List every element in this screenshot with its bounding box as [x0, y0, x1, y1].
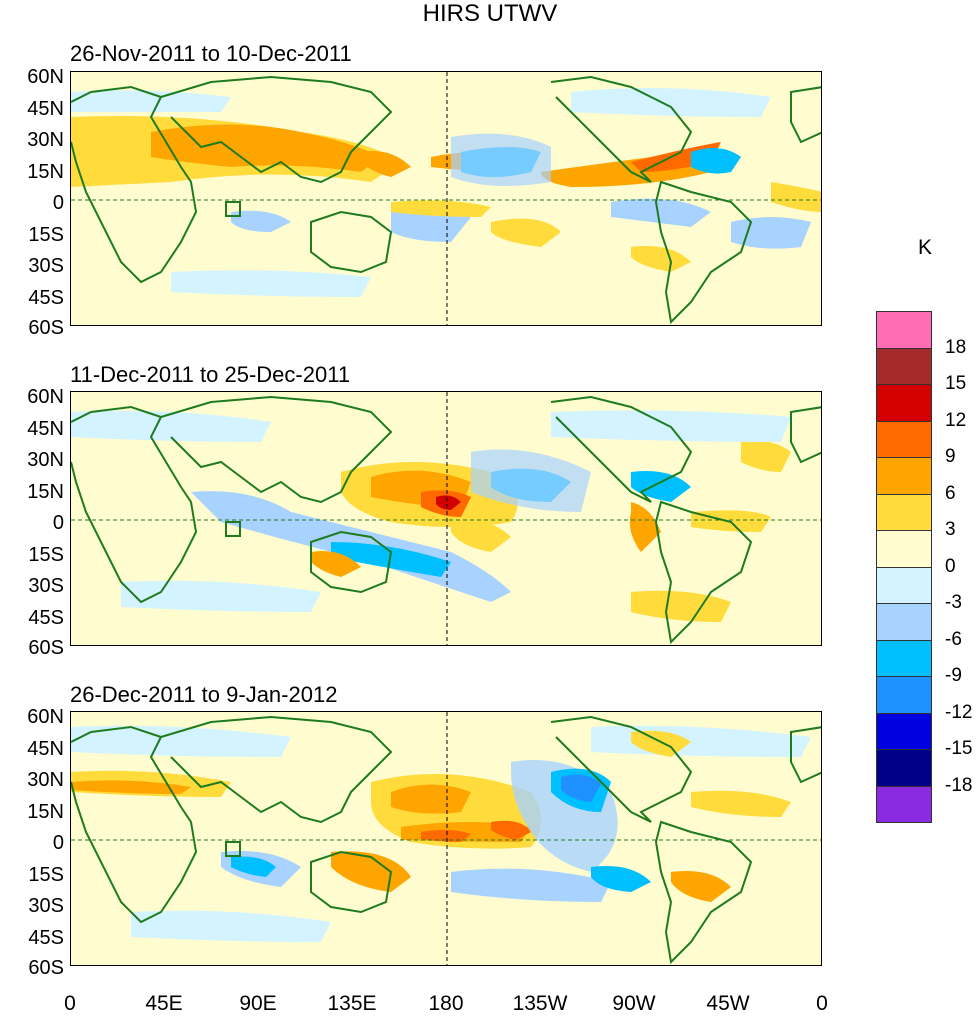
figure-title: HIRS UTWV — [422, 0, 558, 27]
anomaly-contours — [71, 88, 821, 297]
colorbar-swatch — [876, 311, 932, 349]
lon-label-0: 0 — [64, 992, 76, 1015]
lat-label-30n: 30N — [27, 449, 64, 471]
lat-label-0: 0 — [52, 832, 64, 854]
colorbar-swatch — [876, 785, 932, 823]
lon-label-90w: 90W — [612, 992, 656, 1015]
lat-label-15s: 15S — [28, 544, 64, 566]
map-panel-3-field — [71, 712, 821, 965]
lat-label-30n: 30N — [27, 769, 64, 791]
lat-label-15n: 15N — [27, 481, 64, 503]
colorbar-unit: K — [918, 236, 933, 259]
colorbar-label: 3 — [945, 519, 956, 540]
lat-label-0: 0 — [52, 192, 64, 214]
colorbar-swatch — [876, 712, 932, 750]
lat-label-45n: 45N — [27, 418, 64, 440]
lon-label-180: 180 — [428, 992, 464, 1015]
lat-label-30s: 30S — [28, 895, 64, 917]
lat-label-15s: 15S — [28, 864, 64, 886]
colorbar-swatch — [876, 384, 932, 422]
colorbar-swatch — [876, 493, 932, 531]
colorbar-swatch — [876, 457, 932, 495]
lon-label-90e: 90E — [239, 992, 277, 1015]
map-panel-2 — [70, 391, 822, 646]
colorbar-swatch — [876, 420, 932, 458]
lat-label-60n: 60N — [27, 386, 64, 408]
lat-label-15n: 15N — [27, 801, 64, 823]
colorbar-label: 9 — [945, 446, 956, 467]
colorbar-label: 15 — [945, 373, 967, 394]
lon-label-135e: 135E — [327, 992, 377, 1015]
lat-label-45s: 45S — [28, 607, 64, 629]
coastlines — [71, 715, 821, 965]
map-panel-1 — [70, 71, 822, 326]
colorbar-swatch — [876, 639, 932, 677]
coastlines — [71, 395, 821, 645]
anomaly-contours — [71, 725, 811, 942]
colorbar-swatch — [876, 603, 932, 641]
map-panel-1-field — [71, 72, 821, 325]
colorbar-label: -12 — [945, 701, 973, 723]
lat-label-60n: 60N — [27, 66, 64, 88]
colorbar-swatch — [876, 749, 932, 787]
colorbar-label: -15 — [945, 738, 973, 759]
lat-label-30s: 30S — [28, 255, 64, 277]
lat-label-60s: 60S — [28, 317, 64, 339]
lat-label-45n: 45N — [27, 738, 64, 760]
panel-3-title: 26-Dec-2011 to 9-Jan-2012 — [70, 682, 338, 707]
colorbar-label: -18 — [945, 774, 973, 796]
colorbar-label: 0 — [945, 555, 956, 577]
map-panel-2-field — [71, 392, 821, 645]
lon-label-0-right: 0 — [816, 992, 828, 1015]
lat-label-45s: 45S — [28, 927, 64, 949]
colorbar-label: -3 — [945, 592, 962, 613]
colorbar-label: 12 — [945, 409, 967, 431]
colorbar-label: 18 — [945, 336, 967, 358]
lat-label-15n: 15N — [27, 161, 64, 183]
colorbar-swatch — [876, 347, 932, 385]
lat-label-45s: 45S — [28, 287, 64, 309]
lat-label-60n: 60N — [27, 706, 64, 728]
panel-2-title: 11-Dec-2011 to 25-Dec-2011 — [70, 362, 351, 387]
colorbar-label: 6 — [945, 482, 956, 504]
lat-label-60s: 60S — [28, 637, 64, 659]
colorbar-swatch — [876, 530, 932, 568]
colorbar-swatch — [876, 566, 932, 604]
anomaly-contours — [71, 410, 791, 622]
panel-1-title: 26-Nov-2011 to 10-Dec-2011 — [70, 41, 352, 66]
coastlines — [71, 75, 821, 325]
lat-label-45n: 45N — [27, 98, 64, 120]
lat-label-60s: 60S — [28, 957, 64, 979]
colorbar-label: -6 — [945, 628, 962, 650]
lon-label-135w: 135W — [512, 992, 568, 1015]
lon-label-45w: 45W — [706, 992, 750, 1015]
lon-label-45e: 45E — [145, 992, 183, 1015]
lat-label-0: 0 — [52, 512, 64, 534]
lat-label-30n: 30N — [27, 129, 64, 151]
lat-label-15s: 15S — [28, 224, 64, 246]
colorbar-swatch — [876, 676, 932, 714]
lat-label-30s: 30S — [28, 575, 64, 597]
colorbar-label: -9 — [945, 665, 962, 686]
map-panel-3 — [70, 711, 822, 966]
